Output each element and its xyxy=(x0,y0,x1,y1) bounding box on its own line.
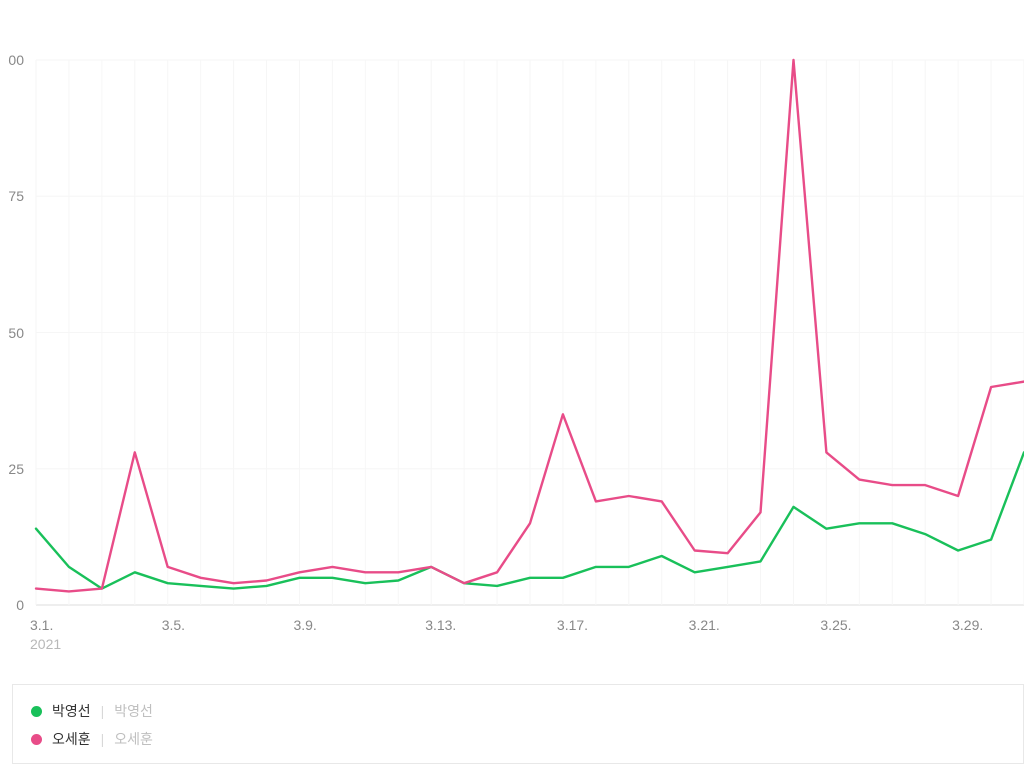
legend-series-name: 박영선 xyxy=(52,701,91,721)
x-tick-label: 3.9. xyxy=(293,617,316,633)
x-tick-label: 3.17. xyxy=(557,617,588,633)
x-tick-label: 3.29. xyxy=(952,617,983,633)
y-tick-label: 00 xyxy=(8,52,24,68)
y-tick-label: 0 xyxy=(16,597,24,613)
legend-series-sub: 오세훈 xyxy=(114,729,153,749)
x-tick-label: 3.1. xyxy=(30,617,53,633)
legend-marker-icon xyxy=(31,706,42,717)
chart-svg xyxy=(0,0,1024,670)
y-tick-label: 75 xyxy=(8,188,24,204)
chart-container: 0 25 50 75 00 3.1. 3.5. 3.9. 3.13. 3.17. 3.21. 3.2… xyxy=(0,0,1024,670)
legend-series-name: 오세훈 xyxy=(52,729,91,749)
legend-separator: | xyxy=(101,703,105,719)
x-tick-label: 3.21. xyxy=(689,617,720,633)
y-tick-label: 25 xyxy=(8,461,24,477)
legend-series-sub: 박영선 xyxy=(114,701,153,721)
legend-marker-icon xyxy=(31,734,42,745)
x-tick-label: 3.13. xyxy=(425,617,456,633)
legend: 박영선 | 박영선 오세훈 | 오세훈 xyxy=(12,684,1024,764)
legend-item-oh[interactable]: 오세훈 | 오세훈 xyxy=(31,725,1005,753)
x-tick-label: 3.5. xyxy=(162,617,185,633)
x-tick-label: 3.25. xyxy=(820,617,851,633)
y-tick-label: 50 xyxy=(8,325,24,341)
legend-item-park[interactable]: 박영선 | 박영선 xyxy=(31,697,1005,725)
x-axis-year-label: 2021 xyxy=(30,636,61,652)
legend-separator: | xyxy=(101,731,105,747)
